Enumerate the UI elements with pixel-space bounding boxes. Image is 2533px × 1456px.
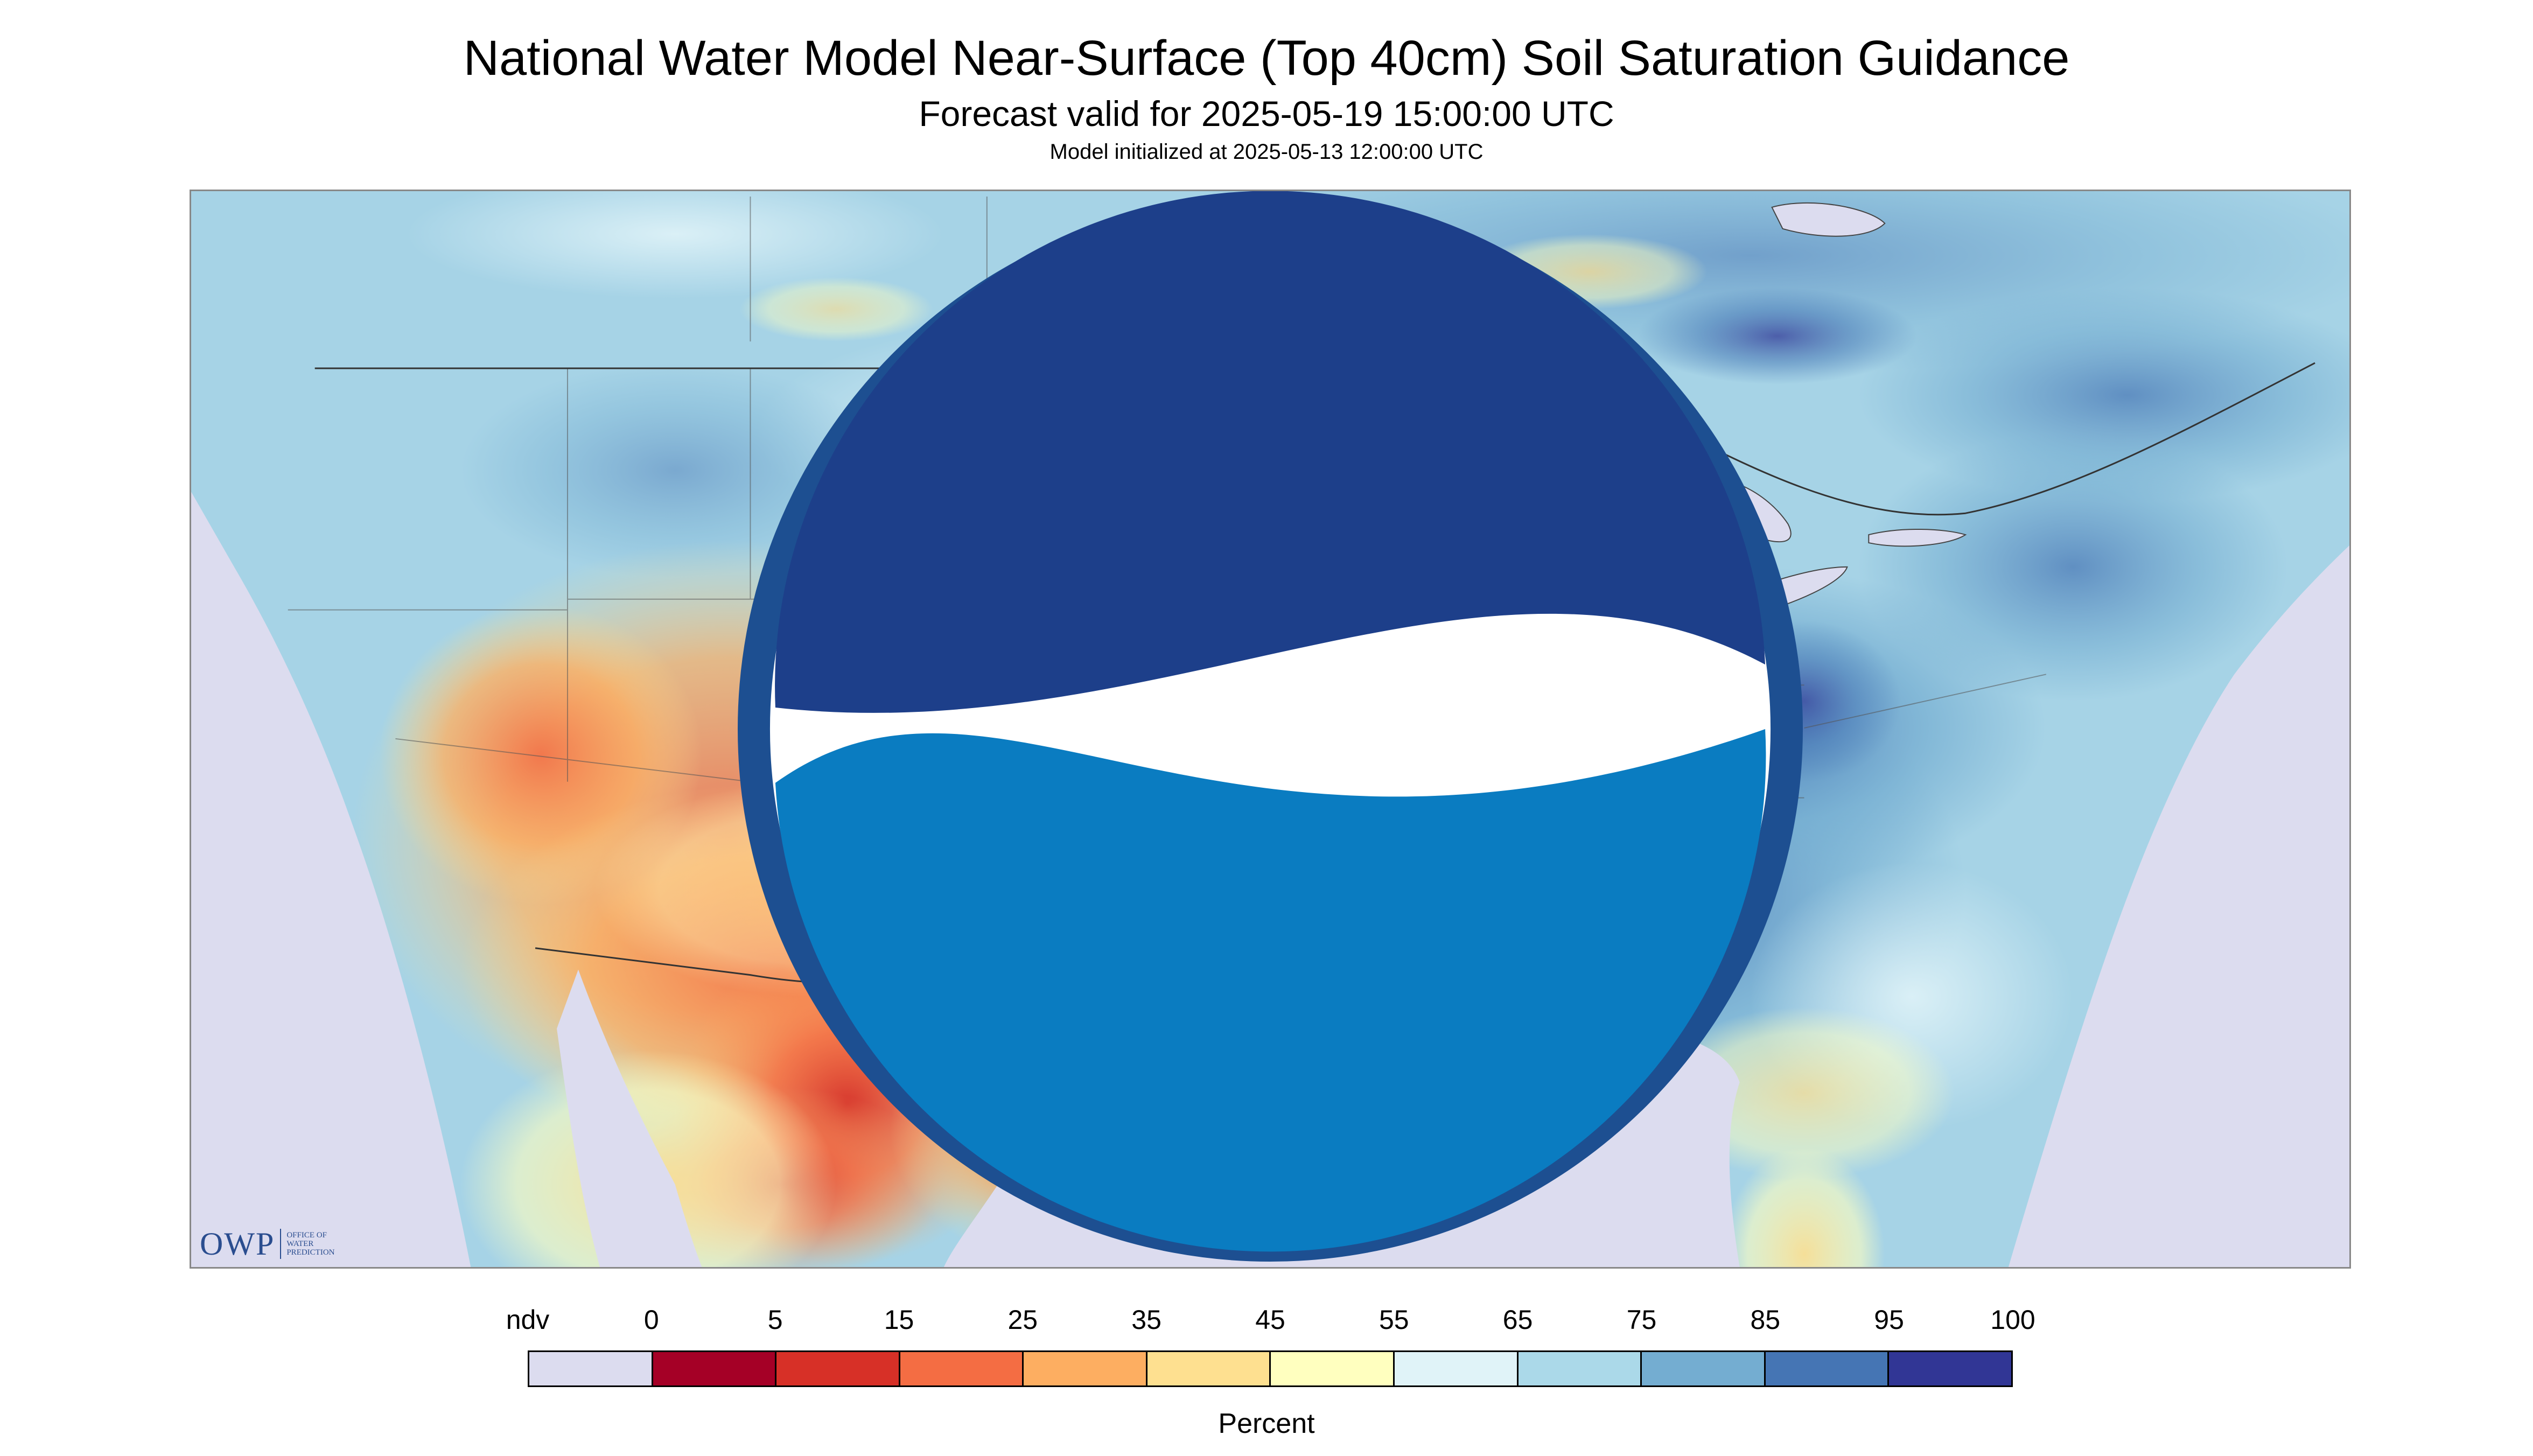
colorbar-box — [1764, 1350, 1890, 1387]
colorbar-box — [775, 1350, 900, 1387]
colorbar-unit-label: Percent — [1218, 1408, 1315, 1439]
colorbar-box — [1022, 1350, 1147, 1387]
colorbar-label: 75 — [1626, 1305, 1657, 1335]
colorbar-label: 25 — [1007, 1305, 1038, 1335]
colorbar-labels: ndv 0 5 15 25 35 45 55 65 75 85 95 100 — [0, 1306, 2533, 1339]
colorbar-box — [1269, 1350, 1395, 1387]
colorbar-label: 5 — [767, 1305, 783, 1335]
colorbar-box — [1393, 1350, 1519, 1387]
colorbar-label: 65 — [1502, 1305, 1533, 1335]
owp-logo: OWP OFFICE OF WATER PREDICTION — [200, 1226, 335, 1262]
colorbar-label: 0 — [643, 1305, 659, 1335]
owp-line-1: OFFICE OF — [286, 1231, 327, 1240]
gulf-of-california — [556, 969, 702, 1267]
colorbar-label-ndv: ndv — [506, 1305, 550, 1335]
colorbar-box — [1516, 1350, 1642, 1387]
colorbar-box — [1887, 1350, 2013, 1387]
colorbar-label: 45 — [1255, 1305, 1285, 1335]
colorbar-label: 100 — [1990, 1305, 2035, 1335]
colorbar-label: 55 — [1379, 1305, 1409, 1335]
colorbar-label: 15 — [884, 1305, 914, 1335]
forecast-valid-time: Forecast valid for 2025-05-19 15:00:00 U… — [919, 94, 1614, 134]
colorbar-box — [1145, 1350, 1271, 1387]
colorbar-box-ndv — [528, 1350, 653, 1387]
colorbar-box — [898, 1350, 1024, 1387]
colorbar-label: 95 — [1874, 1305, 1904, 1335]
colorbar-box — [1640, 1350, 1766, 1387]
owp-line-3: PREDICTION — [286, 1248, 335, 1257]
noaa-logo — [737, 191, 1803, 1262]
colorbar-box — [651, 1350, 777, 1387]
map-title: National Water Model Near-Surface (Top 4… — [463, 31, 2070, 86]
colorbar-label: 35 — [1131, 1305, 1161, 1335]
model-init-time: Model initialized at 2025-05-13 12:00:00… — [1049, 140, 1484, 164]
soil-saturation-map: OWP OFFICE OF WATER PREDICTION — [190, 190, 2351, 1269]
owp-line-2: WATER — [286, 1240, 314, 1248]
colorbar-label: 85 — [1750, 1305, 1781, 1335]
colorbar — [528, 1350, 2013, 1387]
